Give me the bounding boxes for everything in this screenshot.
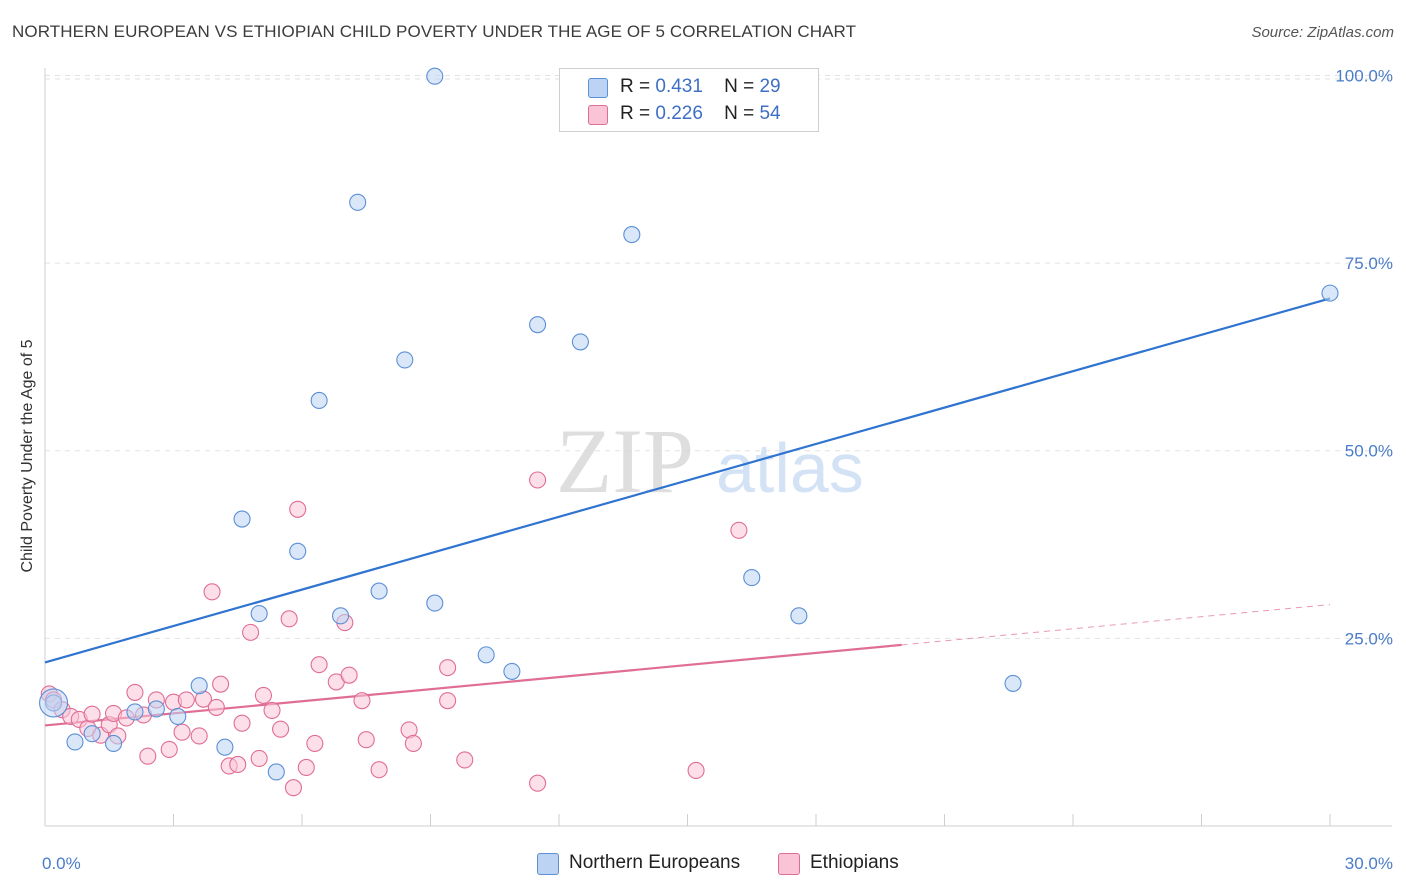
point-ethiopian <box>254 686 273 704</box>
data-points <box>39 67 1339 797</box>
y-tick-label: 75.0% <box>1345 254 1393 273</box>
point-northern-european <box>216 738 234 756</box>
point-ethiopian <box>160 740 178 758</box>
legend-r-value: 0.431 <box>655 76 703 97</box>
x-tick-label: 0.0% <box>42 854 81 873</box>
point-northern-european <box>169 707 187 725</box>
point-ethiopian <box>263 701 281 719</box>
legend-n-label: N = <box>724 103 755 124</box>
point-ethiopian <box>207 698 225 716</box>
point-northern-european <box>503 662 521 680</box>
point-northern-european <box>477 646 495 664</box>
point-northern-european <box>310 391 328 410</box>
point-ethiopian <box>439 692 457 710</box>
legend-n-label: N = <box>724 76 755 97</box>
correlation-legend: R = 0.431 N = 29 R = 0.226 N = 54 <box>559 68 819 132</box>
point-northern-european <box>331 607 350 625</box>
point-northern-european <box>83 725 101 743</box>
point-ethiopian <box>272 720 290 738</box>
point-northern-european <box>104 734 123 752</box>
point-northern-european <box>426 67 444 85</box>
watermark-atlas: atlas <box>716 429 864 507</box>
tick-labels: 25.0% 50.0% 75.0% 100.0% 0.0% 30.0% <box>42 66 1393 873</box>
point-northern-european <box>571 333 589 351</box>
point-northern-european <box>370 582 388 600</box>
point-ethiopian <box>242 623 260 641</box>
legend-n-value: 29 <box>759 76 781 97</box>
point-ethiopian <box>439 659 457 677</box>
point-ethiopian <box>404 734 422 752</box>
trend-line <box>44 643 902 727</box>
watermark-zip: ZIP <box>556 410 694 512</box>
point-ethiopian <box>250 749 268 768</box>
point-ethiopian <box>370 761 388 779</box>
point-ethiopian <box>139 747 157 765</box>
point-ethiopian <box>212 675 230 693</box>
point-ethiopian <box>280 610 298 628</box>
trend-line-extension <box>901 604 1331 646</box>
point-northern-european <box>426 594 444 612</box>
point-northern-european <box>267 763 285 781</box>
point-ethiopian <box>340 666 358 684</box>
chart-title: NORTHERN EUROPEAN VS ETHIOPIAN CHILD POV… <box>12 22 857 41</box>
point-ethiopian <box>456 751 474 769</box>
point-ethiopian <box>529 471 547 489</box>
point-ethiopian <box>357 731 375 749</box>
y-tick-label: 50.0% <box>1345 442 1393 461</box>
point-northern-european <box>743 569 761 587</box>
trend-line <box>44 297 1331 664</box>
legend-label: Northern Europeans <box>569 852 741 873</box>
legend-n-value: 54 <box>759 103 781 124</box>
point-ethiopian <box>177 691 195 709</box>
point-northern-european <box>529 316 547 334</box>
chart-source: Source: ZipAtlas.com <box>1251 24 1394 41</box>
legend-swatch-pink <box>588 105 608 125</box>
point-northern-european <box>233 510 251 528</box>
point-ethiopian <box>203 583 221 601</box>
point-ethiopian <box>687 761 705 780</box>
point-northern-european <box>1004 674 1022 692</box>
point-ethiopian <box>306 734 324 752</box>
x-tick-label: 30.0% <box>1345 854 1393 873</box>
point-ethiopian <box>297 758 315 777</box>
point-ethiopian <box>284 779 302 797</box>
trend-lines <box>44 297 1331 727</box>
legend-swatch-pink <box>778 853 800 875</box>
y-tick-label: 25.0% <box>1345 629 1393 648</box>
point-northern-european <box>396 351 414 369</box>
point-northern-european <box>147 700 165 718</box>
legend-label: Ethiopians <box>810 852 899 873</box>
point-ethiopian <box>353 692 371 710</box>
point-northern-european <box>623 226 641 244</box>
point-northern-european <box>1321 284 1339 302</box>
point-northern-european <box>289 542 307 560</box>
point-ethiopian <box>310 656 328 674</box>
point-ethiopian <box>529 774 547 792</box>
legend-r-label: R = <box>620 76 651 97</box>
point-ethiopian <box>190 727 208 745</box>
y-tick-label: 100.0% <box>1335 66 1393 85</box>
legend-swatch-blue <box>588 78 608 98</box>
point-ethiopian <box>83 705 101 723</box>
point-ethiopian <box>126 683 144 701</box>
point-ethiopian <box>233 714 251 732</box>
point-northern-european <box>66 733 84 751</box>
point-northern-european <box>790 607 808 625</box>
series-legend: Northern Europeans Ethiopians <box>0 852 1406 878</box>
point-ethiopian <box>173 723 191 741</box>
point-cluster <box>39 688 69 718</box>
point-ethiopian <box>289 500 307 518</box>
legend-swatch-blue <box>537 853 559 875</box>
grid-lines <box>45 74 1392 639</box>
point-northern-european <box>126 703 144 721</box>
point-ethiopian <box>730 521 748 539</box>
point-ethiopian <box>229 755 247 774</box>
point-northern-european <box>349 193 367 211</box>
point-northern-european <box>250 605 268 623</box>
legend-r-value: 0.226 <box>655 103 703 124</box>
legend-r-label: R = <box>620 103 651 124</box>
point-northern-european <box>190 677 208 695</box>
